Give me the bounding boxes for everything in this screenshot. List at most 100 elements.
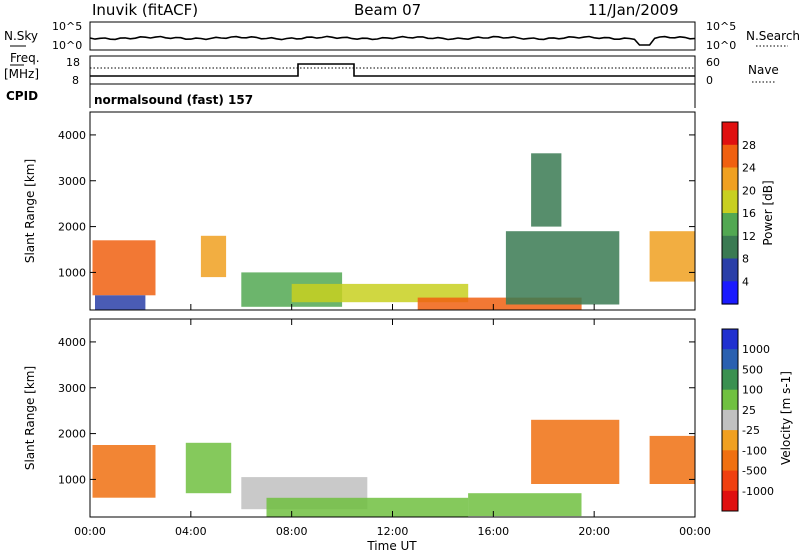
velocity-colorbar-label: Velocity [m s-1]	[779, 371, 793, 465]
colorbar-swatch	[722, 389, 738, 411]
x-tick-label: 12:00	[377, 525, 409, 538]
colorbar-tick-label: 500	[742, 363, 763, 376]
scatter-region-7	[531, 153, 562, 227]
colorbar-swatch	[722, 470, 738, 492]
scatter-region-1	[95, 295, 146, 310]
power-y-label: Slant Range [km]	[23, 159, 37, 263]
colorbar-tick-label: 24	[742, 162, 756, 175]
colorbar-tick-label: 1000	[742, 343, 770, 356]
colorbar-tick-label: 4	[742, 275, 749, 288]
colorbar-swatch	[722, 258, 738, 282]
scatter-region-6	[505, 231, 620, 305]
colorbar-swatch	[722, 369, 738, 391]
x-tick-label: 20:00	[578, 525, 610, 538]
colorbar-tick-label: 8	[742, 253, 749, 266]
colorbar-swatch	[722, 281, 738, 305]
colorbar-frame	[721, 121, 739, 305]
y-tick-label: 4000	[58, 129, 86, 142]
power-heatmap	[92, 153, 695, 310]
y-tick-label: 2000	[58, 428, 86, 441]
colorbar-swatch	[722, 329, 738, 350]
colorbar-swatch	[722, 167, 738, 191]
velocity-heatmap	[92, 419, 695, 518]
colorbar-frame	[721, 328, 739, 512]
colorbar-swatch	[722, 235, 738, 260]
colorbar-tick-label: -100	[742, 444, 767, 457]
x-tick-label: 04:00	[175, 525, 207, 538]
time-x-axis: 00:00 04:00 08:00 12:00 16:00 20:00 00:00	[74, 304, 711, 538]
colorbar-swatch	[722, 430, 738, 451]
colorbar-swatch	[722, 144, 738, 169]
nave-tick-top: 60	[706, 56, 720, 69]
y-tick-label: 2000	[58, 221, 86, 234]
nsky-panel: N.Sky 10^5 10^0 10^5 10^0 N.Search	[4, 20, 800, 52]
beam-title: Beam 07	[354, 1, 421, 19]
date-title: 11/Jan/2009	[588, 1, 679, 19]
y-tick-label: 4000	[58, 336, 86, 349]
y-tick-label: 3000	[58, 175, 86, 188]
freq-tick-top: 18	[66, 56, 80, 69]
scatter-region-1	[185, 442, 232, 494]
scatter-region-4	[468, 493, 582, 517]
x-axis-label: Time UT	[366, 539, 417, 553]
y-tick-label: 1000	[58, 266, 86, 279]
cpid-program: normalsound (fast) 157	[94, 93, 253, 107]
colorbar-tick-label: 16	[742, 207, 756, 220]
nsky-series	[89, 35, 696, 46]
colorbar-swatch	[722, 349, 738, 370]
power-colorbar: 4 8 12 16 20 24 28	[721, 121, 756, 305]
velocity-y-axis: 1000 2000 3000 4000	[58, 336, 695, 486]
nave-label: Nave	[748, 63, 779, 77]
colorbar-tick-label: 12	[742, 230, 756, 243]
velocity-y-label: Slant Range [km]	[23, 366, 37, 470]
colorbar-tick-label: -500	[742, 465, 767, 478]
scatter-region-8	[649, 231, 695, 282]
scatter-region-2	[200, 235, 227, 278]
scatter-region-5	[531, 419, 620, 484]
cpid-label: CPID	[6, 89, 38, 103]
freq-panel: Freq. [MHz] 18 8 60 0 Nave	[4, 51, 779, 87]
nsearch-tick-top: 10^5	[706, 20, 736, 33]
nsky-tick-bottom: 10^0	[52, 39, 82, 52]
scatter-region-3	[266, 497, 469, 518]
x-tick-label: 00:00	[679, 525, 711, 538]
colorbar-swatch	[722, 122, 738, 146]
colorbar-swatch	[722, 190, 738, 214]
velocity-frame	[89, 318, 696, 518]
power-panel: 1000 2000 3000 4000 Slant Range [km] 4 8 12 16…	[23, 111, 775, 311]
velocity-panel: 1000 2000 3000 4000 Slant Range [km] 1000 50…	[23, 304, 793, 553]
nsky-frame	[89, 21, 696, 51]
freq-label: Freq.	[10, 51, 40, 65]
colorbar-tick-label: 100	[742, 384, 763, 397]
y-tick-label: 3000	[58, 382, 86, 395]
x-tick-label: 08:00	[276, 525, 308, 538]
station-title: Inuvik (fitACF)	[92, 1, 198, 19]
freq-frame	[89, 55, 696, 85]
x-tick-label: 16:00	[477, 525, 509, 538]
colorbar-tick-label: -1000	[742, 485, 774, 498]
nsky-label: N.Sky	[4, 29, 38, 43]
power-y-axis: 1000 2000 3000 4000	[58, 129, 695, 279]
colorbar-swatch	[722, 490, 738, 512]
scatter-region-0	[92, 445, 156, 498]
colorbar-tick-label: 25	[742, 404, 756, 417]
scatter-region-6	[649, 435, 695, 484]
cpid-panel: CPID normalsound (fast) 157	[6, 84, 696, 108]
colorbar-swatch	[722, 213, 738, 237]
scatter-region-0	[92, 240, 156, 296]
colorbar-tick-label: 20	[742, 184, 756, 197]
freq-series	[90, 63, 695, 77]
y-tick-label: 1000	[58, 473, 86, 486]
colorbar-tick-label: -25	[742, 424, 760, 437]
colorbar-swatch	[722, 409, 738, 431]
freq-unit-label: [MHz]	[4, 67, 39, 81]
colorbar-swatch	[722, 450, 738, 471]
nsearch-tick-bottom: 10^0	[706, 39, 736, 52]
power-colorbar-label: Power [dB]	[761, 180, 775, 245]
nsearch-label: N.Search	[746, 29, 800, 43]
x-tick-label: 00:00	[74, 525, 106, 538]
colorbar-tick-label: 28	[742, 139, 756, 152]
freq-tick-bottom: 8	[72, 74, 79, 87]
nave-tick-bottom: 0	[706, 74, 713, 87]
